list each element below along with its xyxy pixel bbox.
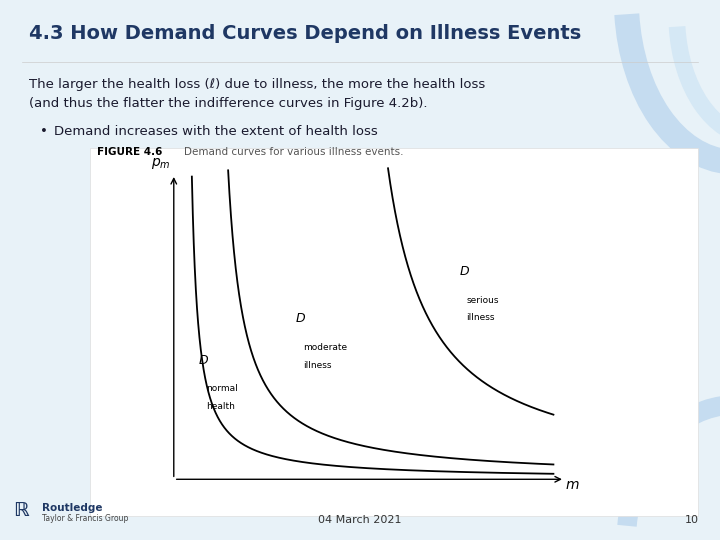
FancyBboxPatch shape: [90, 148, 698, 516]
Text: serious: serious: [466, 295, 499, 305]
Text: The larger the health loss (ℓ) due to illness, the more the health loss: The larger the health loss (ℓ) due to il…: [29, 78, 485, 91]
Text: normal: normal: [206, 384, 238, 394]
Text: illness: illness: [466, 313, 495, 322]
Text: $D$: $D$: [459, 265, 469, 278]
Text: Taylor & Francis Group: Taylor & Francis Group: [42, 514, 128, 523]
Text: health: health: [206, 402, 235, 411]
Text: m: m: [566, 478, 579, 492]
Text: moderate: moderate: [303, 343, 347, 352]
Text: illness: illness: [303, 361, 331, 370]
Text: $D$: $D$: [199, 354, 210, 367]
Text: (and thus the flatter the indifference curves in Figure 4.2b).: (and thus the flatter the indifference c…: [29, 97, 427, 110]
Text: 10: 10: [685, 515, 698, 525]
Text: Routledge: Routledge: [42, 503, 102, 514]
Text: FIGURE 4.6: FIGURE 4.6: [97, 147, 163, 157]
Text: Demand increases with the extent of health loss: Demand increases with the extent of heal…: [54, 125, 378, 138]
Text: $D$: $D$: [295, 312, 306, 325]
Text: ℝ: ℝ: [13, 501, 29, 520]
Text: $p_m$: $p_m$: [150, 156, 171, 171]
Text: 4.3 How Demand Curves Depend on Illness Events: 4.3 How Demand Curves Depend on Illness …: [29, 24, 581, 43]
Text: Demand curves for various illness events.: Demand curves for various illness events…: [184, 147, 403, 157]
Text: •: •: [40, 125, 48, 138]
Text: 04 March 2021: 04 March 2021: [318, 515, 402, 525]
